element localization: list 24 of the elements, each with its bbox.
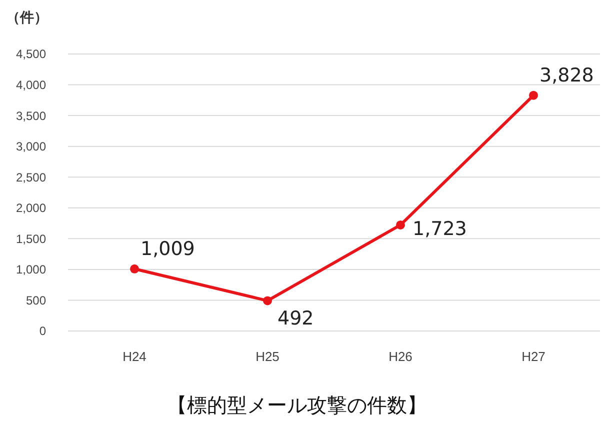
y-tick-label: 1,500 [16,232,46,246]
point [263,296,272,306]
y-tick-label: 0 [39,324,46,338]
x-tick-label: H25 [256,349,280,364]
x-tick-label: H24 [122,349,146,364]
y-tick-label: 3,000 [16,140,46,154]
text: 【標的型メール攻撃の件数】 [167,393,427,417]
y-tick-label: 1,000 [16,262,46,277]
y-tick-label: 4,000 [16,78,46,92]
data-label: 492 [278,308,314,330]
x-tick-label: H27 [522,349,546,364]
point [529,90,538,100]
data-label: 1,723 [412,218,467,240]
y-tick-label: 2,000 [16,201,46,216]
data-label: 1,009 [140,238,195,260]
y-tick-label: 4,500 [16,47,46,62]
y-tick-label: 2,500 [16,170,46,184]
y-tick-label: 500 [26,293,46,308]
point [130,264,139,274]
y-tick-label: 3,500 [16,108,46,123]
data-label: 3,828 [540,64,594,86]
point [396,220,405,230]
x-tick-label: H26 [388,349,412,364]
y-axis-title: （件） [6,10,48,26]
